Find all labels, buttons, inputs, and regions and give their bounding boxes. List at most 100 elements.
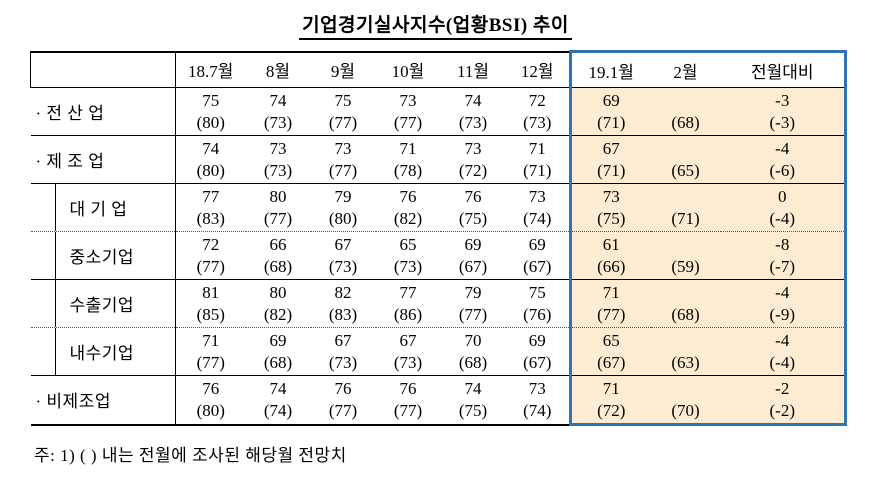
- value-cell: 76 (75): [440, 183, 506, 232]
- value-actual: 76: [464, 186, 482, 206]
- value-forecast: (65): [671, 160, 700, 180]
- row-label-text: · 제 조 업: [35, 152, 105, 171]
- value-actual: 73: [399, 90, 417, 110]
- value-forecast: (77): [328, 400, 358, 420]
- row-label: · 제 조 업: [30, 135, 176, 184]
- value-cell: (68): [650, 279, 721, 328]
- column-header: 12월: [505, 50, 571, 88]
- value-forecast: (73): [263, 112, 293, 132]
- page: 기업경기실사지수(업황BSI) 추이 18.7월 8월 9월 10월 11월 12월 19.…: [30, 10, 847, 465]
- value-forecast: (77): [328, 112, 358, 132]
- value-cell: -2 (-2): [720, 375, 847, 426]
- value-actual: 80: [269, 282, 287, 302]
- value-forecast: (71): [597, 112, 626, 132]
- footnote: 주: 1) ( ) 내는 전월에 조사된 해당월 전망치: [34, 446, 347, 465]
- column-header: 8월: [245, 50, 311, 88]
- value-cell: 73 (72): [440, 135, 506, 184]
- value-actual: 71: [528, 138, 546, 158]
- value-cell: 76 (82): [375, 183, 441, 232]
- value-actual: 73: [602, 186, 620, 206]
- table-header: 18.7월 8월 9월 10월 11월 12월 19.1월 2월 전월대비: [30, 50, 847, 88]
- value-cell: 69 (68): [245, 327, 311, 376]
- value-cell: 66 (68): [245, 231, 311, 280]
- table-body: · 전 산 업 75 (80) 74 (73) 75 (77) 73 (77) 74 (73) 72(…: [30, 87, 847, 426]
- value-forecast: (80): [196, 112, 225, 132]
- value-cell: 73 (74): [505, 183, 571, 232]
- value-actual: 76: [334, 378, 352, 398]
- value-forecast: (74): [263, 400, 293, 420]
- value-actual: 79: [334, 186, 352, 206]
- value-forecast: (68): [671, 304, 700, 324]
- value-actual: 73: [464, 138, 482, 158]
- value-forecast: (83): [196, 208, 225, 228]
- value-actual: [651, 378, 721, 400]
- value-cell: 72 (77): [175, 231, 246, 280]
- row-label-text: · 비제조업: [35, 392, 111, 412]
- value-cell: 73 (74): [505, 375, 571, 426]
- value-cell: 73 (75): [569, 183, 651, 232]
- value-cell: 75 (80): [175, 87, 246, 136]
- value-forecast: (77): [263, 208, 293, 228]
- value-forecast: (67): [597, 352, 626, 372]
- table-row: 중소기업 72 (77) 66 (68) 67 (73) 65 (73) 69 (67) 69 (67)…: [30, 231, 847, 280]
- value-forecast: (73): [458, 112, 488, 132]
- value-cell: 72 (73): [505, 87, 571, 136]
- value-cell: (63): [650, 327, 721, 376]
- value-forecast: (71): [523, 160, 552, 180]
- value-actual: 79: [464, 282, 482, 302]
- value-forecast: (77): [393, 400, 423, 420]
- value-forecast: (80): [196, 400, 225, 420]
- value-actual: 61: [602, 234, 620, 254]
- value-cell: 74 (73): [440, 87, 506, 136]
- value-forecast: (68): [458, 352, 488, 372]
- row-label: 중소기업: [30, 231, 176, 280]
- value-forecast: (75): [597, 208, 626, 228]
- row-label-header: [30, 50, 176, 88]
- value-actual: 72: [528, 90, 546, 110]
- value-cell: 67 (73): [310, 231, 376, 280]
- value-cell: -3 (-3): [720, 87, 847, 136]
- column-header: 11월: [440, 50, 506, 88]
- value-forecast: (66): [597, 256, 626, 276]
- table-row: 수출기업 81 (85) 80 (82) 82 (83) 77 (86) 79 (77) 75 (76)…: [30, 279, 847, 328]
- page-title: 기업경기실사지수(업황BSI) 추이: [299, 10, 572, 40]
- value-actual: 74: [269, 378, 287, 398]
- column-header: 19.1월: [569, 50, 651, 88]
- value-forecast: (73): [263, 160, 293, 180]
- value-actual: -4: [775, 282, 790, 302]
- value-cell: -4 (-4): [720, 327, 847, 376]
- value-forecast: (63): [671, 352, 700, 372]
- row-label-text: 내수기업: [54, 328, 176, 375]
- value-actual: 67: [334, 234, 352, 254]
- value-forecast: (67): [523, 352, 552, 372]
- value-actual: 71: [202, 330, 220, 350]
- value-actual: [651, 330, 721, 352]
- value-forecast: (86): [393, 304, 423, 324]
- value-actual: 81: [202, 282, 220, 302]
- value-actual: 65: [602, 330, 620, 350]
- value-actual: 75: [528, 282, 546, 302]
- value-forecast: (76): [523, 304, 552, 324]
- value-actual: 69: [269, 330, 287, 350]
- value-forecast: (-6): [769, 160, 795, 180]
- value-cell: 76 (77): [375, 375, 441, 426]
- value-actual: -8: [775, 234, 790, 254]
- value-actual: 70: [464, 330, 482, 350]
- value-cell: (68): [650, 87, 721, 136]
- row-label: 수출기업: [30, 279, 176, 328]
- bsi-table: 18.7월 8월 9월 10월 11월 12월 19.1월 2월 전월대비 · 전 산 업 75(…: [30, 50, 847, 426]
- value-actual: 73: [528, 186, 546, 206]
- value-actual: 72: [202, 234, 220, 254]
- value-cell: 75 (77): [310, 87, 376, 136]
- value-cell: -8 (-7): [720, 231, 847, 280]
- value-cell: (70): [650, 375, 721, 426]
- column-header: 10월: [375, 50, 441, 88]
- value-forecast: (68): [671, 112, 700, 132]
- value-cell: (71): [650, 183, 721, 232]
- value-actual: 73: [528, 378, 546, 398]
- column-header: 2월: [650, 50, 721, 88]
- value-cell: 73 (77): [310, 135, 376, 184]
- value-cell: 67 (71): [569, 135, 651, 184]
- value-forecast: (73): [328, 352, 358, 372]
- value-forecast: (77): [196, 352, 225, 372]
